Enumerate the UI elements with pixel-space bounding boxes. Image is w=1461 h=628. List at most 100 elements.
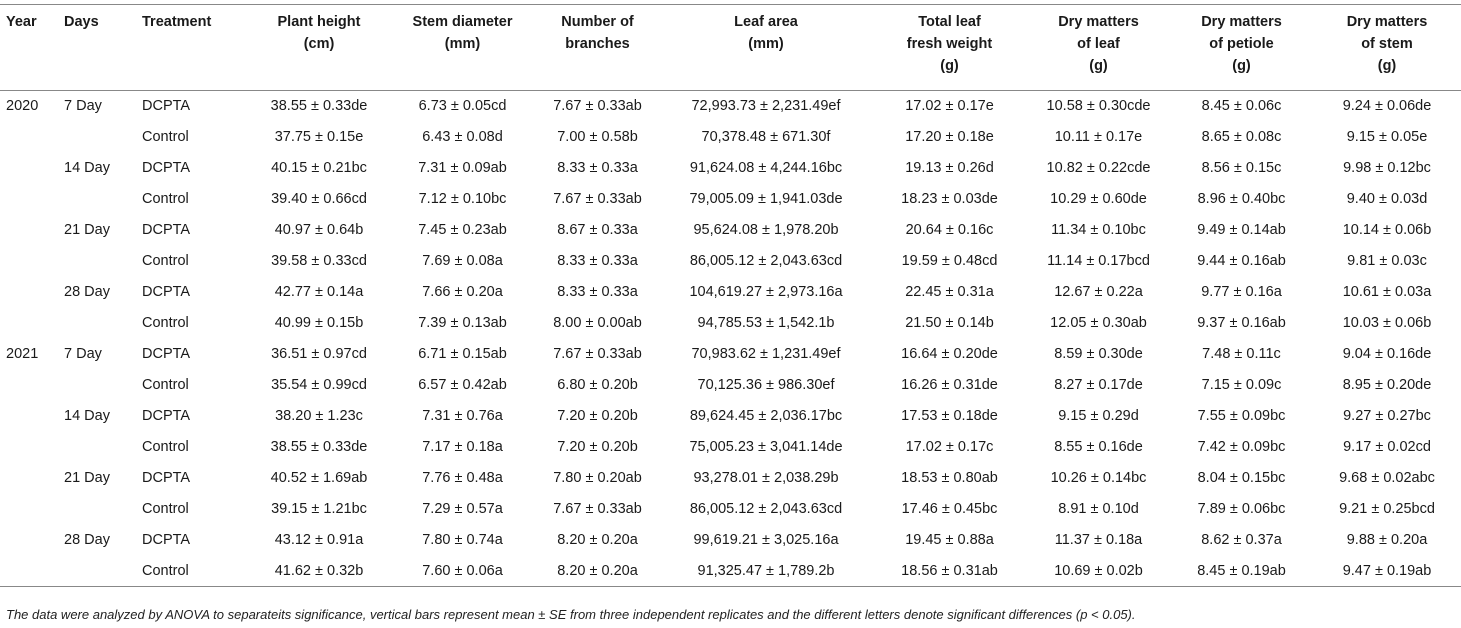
table-cell: 19.45 ± 0.88a (905, 532, 994, 548)
table-cell: 8.20 ± 0.20a (535, 555, 660, 587)
table-cell: DCPTA (142, 408, 191, 424)
table-cell: 7.12 ± 0.10bc (418, 191, 507, 207)
table-cell: 9.37 ± 0.16ab (1197, 315, 1286, 331)
table-cell (0, 215, 62, 246)
table-cell: Control (142, 439, 189, 455)
table-cell: 39.15 ± 1.21bc (271, 501, 367, 517)
table-cell: 17.53 ± 0.18de (901, 408, 998, 424)
table-cell: 37.75 ± 0.15e (274, 129, 364, 145)
table-row: 14 Day DCPTA 40.15 ± 0.21bc 7.31 ± 0.09ab 8.… (0, 153, 1461, 184)
table-cell: 10.58 ± 0.30cde (1046, 98, 1151, 115)
table-cell: 28 Day (64, 284, 110, 300)
table-row: Control 39.58 ± 0.33cd 7.69 ± 0.08a 8.33 ± … (0, 246, 1461, 277)
table-cell: 39.58 ± 0.33cd (271, 253, 367, 269)
table-cell: 10.14 ± 0.06b (1342, 222, 1432, 238)
table-cell: DCPTA (142, 284, 191, 300)
table-cell: 8.45 ± 0.06c (1201, 98, 1282, 115)
table-cell: 7.39 ± 0.13ab (418, 315, 507, 331)
table-cell: 7.00 ± 0.58b (557, 129, 638, 145)
table-cell: 9.17 ± 0.02cd (1343, 439, 1431, 455)
table-cell (0, 277, 62, 308)
table-cell: 9.04 ± 0.16de (1342, 346, 1432, 362)
table-cell: 8.96 ± 0.40bc (1197, 191, 1286, 207)
table-cell: DCPTA (142, 160, 191, 176)
table-cell (62, 122, 140, 153)
table-cell: 21 Day (64, 222, 110, 238)
table-cell: 95,624.08 ± 1,978.20b (693, 222, 839, 238)
table-cell: 7.76 ± 0.48a (422, 470, 503, 486)
table-cell: Control (142, 501, 189, 517)
table-cell: 9.98 ± 0.12bc (1343, 160, 1431, 176)
table-cell: 6.73 ± 0.05cd (418, 98, 507, 115)
header-row: Year Days Treatment Plant height (cm) Stem d… (0, 4, 1461, 91)
table-cell: 7.20 ± 0.20b (557, 408, 638, 424)
table-cell: 8.55 ± 0.16de (1054, 439, 1143, 455)
column-header: Number of branches (535, 4, 660, 91)
table-cell: 12.67 ± 0.22a (1054, 284, 1143, 300)
table-cell: 40.52 ± 1.69ab (270, 470, 368, 486)
table-cell: 99,619.21 ± 3,025.16a (693, 532, 839, 548)
table-cell: 16.26 ± 0.31de (901, 377, 998, 393)
table-cell: 19.59 ± 0.48cd (901, 253, 998, 269)
table-cell: 7.60 ± 0.06a (390, 555, 535, 587)
table-row: 28 Day DCPTA 43.12 ± 0.91a 7.80 ± 0.74a 8.20… (0, 525, 1461, 556)
table-cell: 38.55 ± 0.33de (270, 439, 368, 455)
table-cell: 7.48 ± 0.11c (1202, 346, 1281, 362)
table-cell (0, 153, 62, 184)
table-cell (62, 308, 140, 339)
table-cell: 7.45 ± 0.23ab (418, 222, 507, 238)
table-row: Control 39.15 ± 1.21bc 7.29 ± 0.57a 7.67 ± … (0, 494, 1461, 525)
table-cell: 40.99 ± 0.15b (274, 315, 364, 331)
table-header: Year Days Treatment Plant height (cm) Stem d… (0, 4, 1461, 91)
table-cell: 8.95 ± 0.20de (1342, 377, 1432, 393)
column-header: Dry matters of leaf (g) (1027, 4, 1170, 91)
table-row: 28 Day DCPTA 42.77 ± 0.14a 7.66 ± 0.20a 8.33… (0, 277, 1461, 308)
column-header: Dry matters of stem (g) (1313, 4, 1461, 91)
growth-data-table: Year Days Treatment Plant height (cm) Stem d… (0, 4, 1461, 587)
table-cell: 86,005.12 ± 2,043.63cd (689, 501, 843, 517)
table-cell: 91,325.47 ± 1,789.2b (660, 555, 872, 587)
table-cell: 89,624.45 ± 2,036.17bc (689, 408, 843, 424)
table-cell: 7.20 ± 0.20b (557, 439, 638, 455)
table-body: 2020 7 Day DCPTA 38.55 ± 0.33de 6.73 ± 0.05c… (0, 91, 1461, 587)
table-cell: 19.13 ± 0.26d (905, 160, 994, 176)
table-cell: 18.56 ± 0.31ab (872, 555, 1027, 587)
table-cell: 6.57 ± 0.42ab (418, 377, 507, 393)
table-cell: 21 Day (64, 470, 110, 486)
table-cell: 8.33 ± 0.33a (557, 160, 638, 176)
table-cell (0, 463, 62, 494)
table-cell: 11.34 ± 0.10bc (1051, 222, 1146, 238)
table-cell: 12.05 ± 0.30ab (1050, 315, 1147, 331)
table-cell (0, 555, 62, 587)
table-cell: 22.45 ± 0.31a (905, 284, 994, 300)
table-cell: DCPTA (142, 532, 191, 548)
table-cell: 7 Day (64, 98, 102, 115)
table-cell: 10.03 ± 0.06b (1342, 315, 1432, 331)
table-cell: 8.56 ± 0.15c (1201, 160, 1282, 176)
table-row: 2020 7 Day DCPTA 38.55 ± 0.33de 6.73 ± 0.05c… (0, 91, 1461, 122)
table-row: Control 40.99 ± 0.15b 7.39 ± 0.13ab 8.00 ± … (0, 308, 1461, 339)
table-cell: 9.40 ± 0.03d (1346, 191, 1428, 207)
table-cell: 7.42 ± 0.09bc (1197, 439, 1286, 455)
column-header: Total leaf fresh weight (g) (872, 4, 1027, 91)
table-cell: 7 Day (64, 346, 102, 362)
table-footnote: The data were analyzed by ANOVA to separ… (6, 607, 1136, 622)
table-cell: 70,983.62 ± 1,231.49ef (691, 346, 841, 362)
table-cell: 7.31 ± 0.76a (422, 408, 503, 424)
table-cell: 9.77 ± 0.16a (1201, 284, 1282, 300)
table-cell: 70,378.48 ± 671.30f (701, 129, 831, 145)
table-cell: Control (142, 191, 189, 207)
table-cell: 10.29 ± 0.60de (1050, 191, 1147, 207)
table-cell: 72,993.73 ± 2,231.49ef (691, 98, 841, 115)
table-cell: 70,125.36 ± 986.30ef (697, 377, 835, 393)
table-cell (62, 370, 140, 401)
table-cell: 6.71 ± 0.15ab (418, 346, 507, 362)
table-row: Control 38.55 ± 0.33de 7.17 ± 0.18a 7.20 ± … (0, 432, 1461, 463)
table-cell: 8.27 ± 0.17de (1054, 377, 1143, 393)
table-cell: 42.77 ± 0.14a (274, 284, 364, 300)
table-cell: 35.54 ± 0.99cd (271, 377, 367, 393)
table-cell: 28 Day (64, 532, 110, 548)
table-cell (0, 370, 62, 401)
column-header: Days (62, 4, 140, 91)
table-cell: 9.47 ± 0.19ab (1313, 555, 1461, 587)
